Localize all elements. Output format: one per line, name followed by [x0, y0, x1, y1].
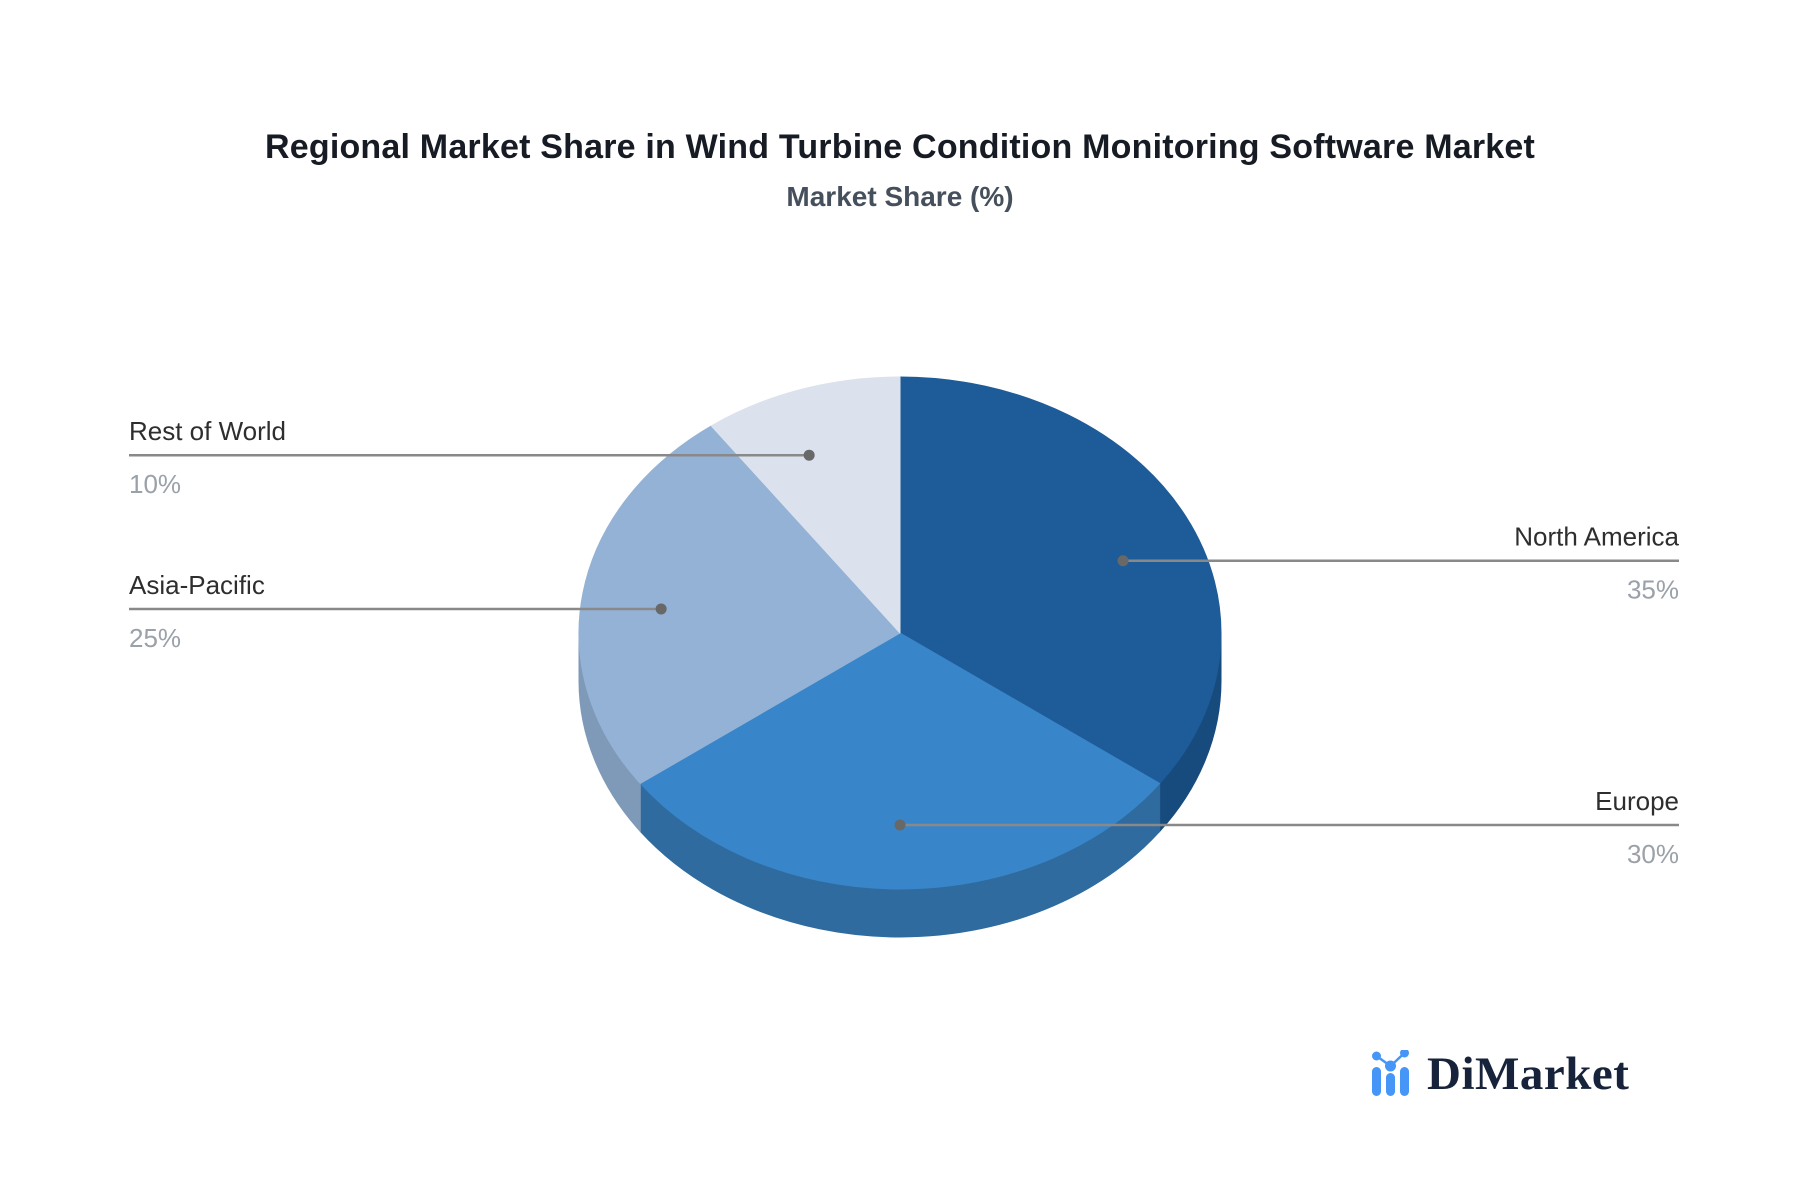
leader-dot	[655, 603, 667, 615]
logo-dot	[1372, 1051, 1381, 1061]
pie-slice-rest-of-world[interactable]	[710, 376, 901, 634]
logo-bar	[1386, 1073, 1395, 1096]
brand-name: DiMarket	[1427, 1048, 1630, 1100]
slice-value: 10%	[129, 469, 181, 499]
leader-dot	[894, 819, 906, 831]
slice-value: 30%	[1627, 839, 1679, 869]
leader-dot	[803, 449, 815, 461]
slice-label: North America	[1514, 522, 1679, 552]
logo-bar	[1372, 1067, 1381, 1096]
chart-title: Regional Market Share in Wind Turbine Co…	[264, 128, 1536, 166]
slice-value: 35%	[1627, 575, 1679, 605]
bar-line-chart-icon	[1372, 1050, 1409, 1096]
leader-dot	[1117, 555, 1129, 567]
slice-label: Rest of World	[129, 416, 286, 446]
slice-value: 25%	[129, 623, 181, 653]
logo-bar	[1400, 1067, 1409, 1096]
slice-label: Asia-Pacific	[129, 570, 265, 600]
brand-logo: DiMarket	[1372, 1050, 1629, 1098]
chart-subtitle: Market Share (%)	[786, 181, 1014, 212]
logo-dot	[1400, 1050, 1409, 1058]
chart-header: Regional Market Share in Wind Turbine Co…	[0, 128, 1800, 213]
pie-slice-asia-pacific[interactable]	[578, 425, 901, 784]
slice-label: Europe	[1595, 786, 1679, 816]
pie-slice-north-america[interactable]	[899, 376, 1222, 784]
logo-dot	[1385, 1060, 1396, 1072]
